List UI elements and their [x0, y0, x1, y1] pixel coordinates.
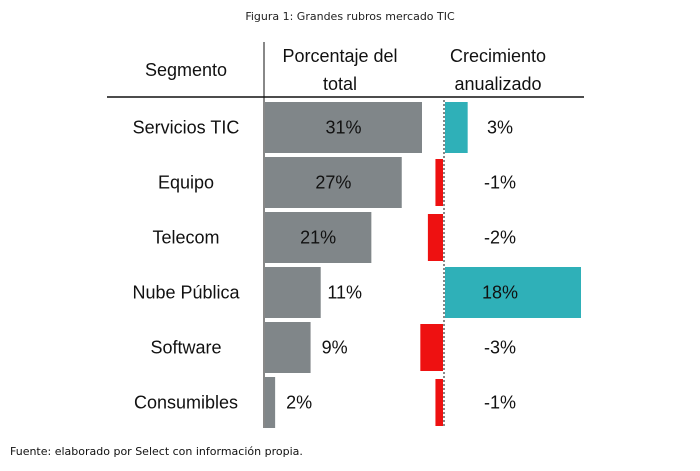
share-bar-servicios-tic — [265, 102, 422, 153]
chart-rows: Servicios TIC 31% 3% Equipo 27% -1% Telecom 21%… — [132, 102, 581, 428]
figure-caption: Figura 1: Grandes rubros mercado TIC — [245, 10, 455, 23]
growth-value-telecom: -2% — [484, 228, 516, 248]
growth-value-servicios-tic: 3% — [487, 118, 513, 138]
header-growth-line1: Crecimiento — [450, 46, 546, 66]
growth-bar-servicios-tic — [445, 102, 468, 153]
category-label-servicios-tic: Servicios TIC — [133, 118, 240, 138]
header-growth-line2: anualizado — [454, 74, 541, 94]
growth-value-software: -3% — [484, 338, 516, 358]
growth-value-consumibles: -1% — [484, 393, 516, 413]
growth-bar-software — [420, 324, 443, 371]
header-share-line2: total — [323, 74, 357, 94]
header-share-line1: Porcentaje del — [282, 46, 397, 66]
growth-value-equipo: -1% — [484, 173, 516, 193]
column-headers: Segmento Porcentaje del total Crecimient… — [145, 46, 546, 94]
share-bar-consumibles — [265, 377, 276, 428]
category-label-telecom: Telecom — [152, 228, 219, 248]
share-bar-telecom — [265, 212, 372, 263]
category-label-nube-p-blica: Nube Pública — [132, 283, 240, 303]
share-value-servicios-tic: 31% — [325, 118, 361, 138]
share-value-equipo: 27% — [315, 173, 351, 193]
growth-bar-consumibles — [435, 379, 443, 426]
share-value-nube-p-blica: 11% — [327, 283, 362, 303]
share-value-telecom: 21% — [300, 228, 336, 248]
growth-bar-telecom — [427, 214, 443, 261]
category-label-software: Software — [150, 338, 221, 358]
share-bar-equipo — [265, 157, 402, 208]
category-label-equipo: Equipo — [158, 173, 214, 193]
share-bar-nube-p-blica — [265, 267, 321, 318]
growth-bar-equipo — [435, 159, 443, 206]
source-note: Fuente: elaborado por Select con informa… — [10, 445, 303, 458]
category-label-consumibles: Consumibles — [134, 393, 238, 413]
share-value-consumibles: 2% — [286, 393, 312, 413]
share-bar-software — [265, 322, 311, 373]
growth-bar-nube-p-blica — [445, 267, 581, 318]
header-segment: Segmento — [145, 60, 227, 80]
share-value-software: 9% — [322, 338, 348, 358]
growth-value-nube-p-blica: 18% — [482, 283, 518, 303]
